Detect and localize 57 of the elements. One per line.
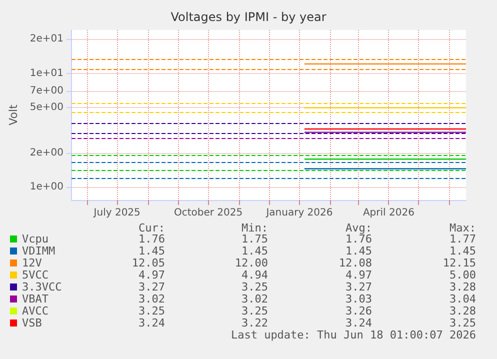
x-tick-label: October 2025 <box>174 208 243 218</box>
text: 3.25 <box>450 316 476 330</box>
text: 3.27 <box>346 280 372 294</box>
y-tick-label: 7e+00 <box>30 85 64 96</box>
text: Avg: <box>346 222 372 234</box>
text: 1.76 <box>138 232 165 246</box>
text: 3.02 <box>242 292 268 306</box>
legend-label: 3.3VCC <box>22 280 62 294</box>
y-tick-label: 2e+00 <box>30 147 64 158</box>
text: 3.27 <box>138 280 165 294</box>
text: 3.25 <box>242 280 268 294</box>
text: 5.00 <box>450 268 476 282</box>
text: 4.97 <box>346 268 372 282</box>
text: Min: <box>242 222 268 234</box>
text: 1.45 <box>138 244 165 258</box>
text: 3.25 <box>138 304 165 318</box>
text: 1.76 <box>346 232 372 246</box>
text: 3.03 <box>346 292 372 306</box>
text: 3.02 <box>138 292 165 306</box>
legend-label: 12V <box>22 256 42 270</box>
legend-label: 5VCC <box>22 268 48 282</box>
text: 3.04 <box>450 292 476 306</box>
y-tick-label: 1e+00 <box>30 182 64 193</box>
text: 3.28 <box>450 304 476 318</box>
text: Cur: <box>138 222 165 234</box>
x-tick-label: July 2025 <box>92 208 140 218</box>
x-tick-label: April 2026 <box>362 208 414 218</box>
text: 1.75 <box>242 232 268 246</box>
text: 3.25 <box>242 304 268 318</box>
chart-title: Voltages by IPMI - by year <box>170 10 326 24</box>
text: 12.05 <box>132 256 165 270</box>
text: 1.45 <box>242 244 268 258</box>
text: 3.22 <box>242 316 268 330</box>
legend-label: VSB <box>22 316 42 330</box>
y-tick-label: 2e+01 <box>30 34 64 45</box>
y-axis-title: Volt <box>7 104 20 126</box>
legend-label: Vcpu <box>22 232 48 246</box>
text: 1.77 <box>450 232 476 246</box>
text: 1.45 <box>450 244 476 258</box>
text: 12.00 <box>234 256 268 270</box>
text: 3.26 <box>346 304 372 318</box>
text: 12.08 <box>338 256 372 270</box>
x-tick-label: January 2026 <box>265 208 333 218</box>
text: Last update: Thu Jun 18 01:00:07 2026 <box>230 328 476 342</box>
text: Max: <box>450 222 476 234</box>
legend-label: VDIMM <box>22 244 56 258</box>
text: 3.24 <box>346 316 372 330</box>
text: 12.15 <box>442 256 476 270</box>
y-tick-label: 5e+00 <box>30 102 64 114</box>
text: 1.45 <box>346 244 372 258</box>
text: 3.24 <box>138 316 166 330</box>
legend-label: VBAT <box>22 292 49 306</box>
text: 4.94 <box>242 268 268 282</box>
legend-label: AVCC <box>22 304 48 318</box>
text: 3.28 <box>450 280 476 294</box>
y-tick-label: 1e+01 <box>30 68 64 79</box>
text: 4.97 <box>138 268 165 282</box>
